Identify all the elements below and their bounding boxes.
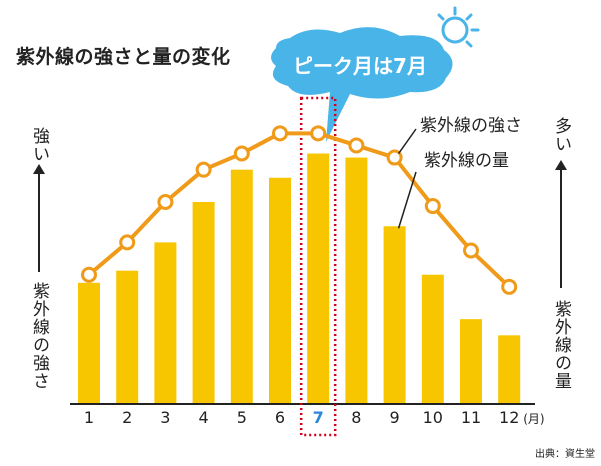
- intensity-point-12: [501, 278, 518, 295]
- intensity-point-9: [386, 149, 403, 166]
- bar-8: [345, 157, 368, 404]
- peak-month-highlight: [299, 96, 337, 437]
- x-unit-label: (月): [523, 412, 544, 426]
- x-tick-label-5: 5: [237, 408, 247, 427]
- intensity-series-label: 紫外線の強さ: [420, 116, 522, 136]
- bar-6: [269, 177, 291, 404]
- right-axis-label-top: 多い: [551, 117, 571, 153]
- bar-11: [460, 319, 482, 404]
- bar-7: [307, 153, 330, 404]
- x-tick-label-4: 4: [199, 408, 209, 427]
- intensity-point-5: [233, 145, 250, 162]
- bar-2: [116, 270, 139, 404]
- peak-callout-text: ピーク月は7月: [293, 54, 427, 78]
- x-tick-label-1: 1: [84, 408, 94, 427]
- x-tick-label-12: 12: [499, 408, 519, 427]
- intensity-point-4: [195, 161, 212, 178]
- amount-series-label: 紫外線の量: [424, 151, 509, 171]
- x-tick-label-7: 7: [313, 408, 324, 427]
- bar-5: [230, 169, 253, 404]
- intensity-point-2: [119, 234, 136, 251]
- bar-12: [498, 335, 521, 404]
- left-axis-label-bottom: 紫外線の強さ: [29, 282, 49, 390]
- intensity-point-11: [463, 242, 479, 259]
- x-tick-label-3: 3: [160, 408, 170, 427]
- x-tick-label-8: 8: [351, 408, 361, 427]
- intensity-point-1: [81, 266, 97, 283]
- x-tick-label-10: 10: [423, 408, 443, 427]
- sun-cloud-icon: [437, 6, 480, 48]
- bar-1: [78, 282, 100, 404]
- x-tick-label-2: 2: [122, 408, 132, 427]
- x-tick-label-11: 11: [461, 408, 481, 427]
- bar-9: [383, 226, 406, 404]
- bar-10: [421, 274, 444, 404]
- chart-title: 紫外線の強さと量の変化: [16, 46, 231, 68]
- intensity-leader: [397, 128, 417, 154]
- intensity-point-6: [272, 125, 288, 142]
- x-tick-label-9: 9: [390, 408, 400, 427]
- amount-leader: [397, 171, 417, 229]
- intensity-point-8: [348, 137, 365, 154]
- right-axis-arrow: [555, 160, 567, 288]
- right-axis-label-bottom: 紫外線の量: [551, 300, 571, 390]
- intensity-point-7: [310, 125, 327, 142]
- left-axis-arrow: [33, 164, 45, 272]
- peak-callout: ピーク月は7月: [271, 27, 453, 143]
- intensity-line: [87, 131, 511, 289]
- bar-4: [192, 202, 215, 404]
- source-note: 出典：資生堂: [535, 449, 595, 460]
- left-axis-label-top: 強い: [29, 127, 49, 163]
- x-tick-label-6: 6: [275, 408, 285, 427]
- intensity-point-10: [424, 198, 441, 215]
- intensity-point-3: [157, 194, 174, 210]
- bar-3: [154, 242, 177, 404]
